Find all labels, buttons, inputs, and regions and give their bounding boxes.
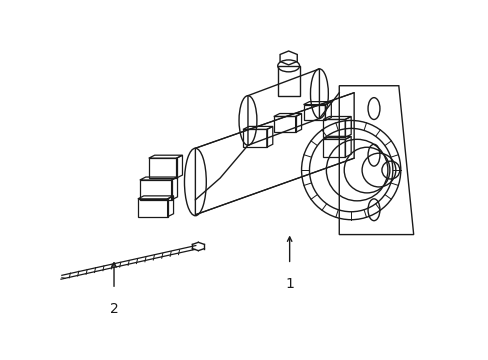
Text: 2: 2 [109, 302, 118, 316]
Text: 1: 1 [285, 277, 293, 291]
